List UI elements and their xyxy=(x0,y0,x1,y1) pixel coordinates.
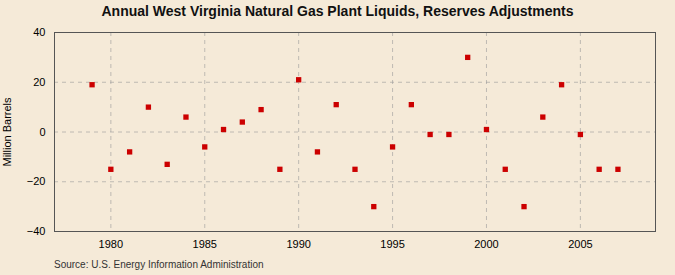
svg-text:40: 40 xyxy=(33,26,45,38)
svg-text:1980: 1980 xyxy=(99,238,123,250)
svg-text:20: 20 xyxy=(33,76,45,88)
svg-text:1990: 1990 xyxy=(286,238,310,250)
svg-text:1985: 1985 xyxy=(193,238,217,250)
html-text:Source: U.S. Energy Informatio: Source: U.S. Energy Information Administ… xyxy=(54,259,264,270)
svg-text:Million Barrels: Million Barrels xyxy=(1,97,13,167)
svg-text:2005: 2005 xyxy=(568,238,592,250)
svg-text:0: 0 xyxy=(39,126,45,138)
svg-text:−40: −40 xyxy=(27,225,46,237)
html-text:Annual West Virginia Natural G: Annual West Virginia Natural Gas Plant L… xyxy=(101,3,574,19)
svg-text:−20: −20 xyxy=(27,175,46,187)
svg-text:2000: 2000 xyxy=(474,238,498,250)
svg-text:1995: 1995 xyxy=(380,238,404,250)
